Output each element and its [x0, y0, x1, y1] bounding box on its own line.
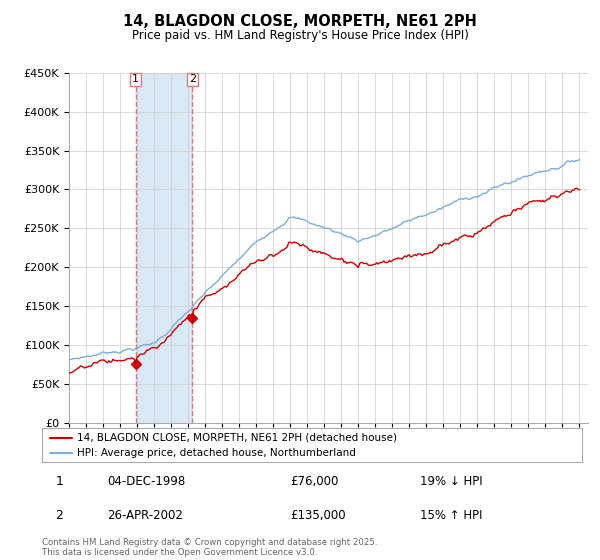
Text: Price paid vs. HM Land Registry's House Price Index (HPI): Price paid vs. HM Land Registry's House … [131, 29, 469, 42]
Text: 15% ↑ HPI: 15% ↑ HPI [420, 509, 482, 522]
Text: 14, BLAGDON CLOSE, MORPETH, NE61 2PH: 14, BLAGDON CLOSE, MORPETH, NE61 2PH [123, 14, 477, 29]
Text: 04-DEC-1998: 04-DEC-1998 [107, 475, 185, 488]
Text: £135,000: £135,000 [290, 509, 346, 522]
Text: 1: 1 [56, 475, 64, 488]
Text: 26-APR-2002: 26-APR-2002 [107, 509, 182, 522]
Text: £76,000: £76,000 [290, 475, 339, 488]
Text: 14, BLAGDON CLOSE, MORPETH, NE61 2PH (detached house): 14, BLAGDON CLOSE, MORPETH, NE61 2PH (de… [77, 433, 397, 443]
Text: 19% ↓ HPI: 19% ↓ HPI [420, 475, 482, 488]
Text: Contains HM Land Registry data © Crown copyright and database right 2025.
This d: Contains HM Land Registry data © Crown c… [42, 538, 377, 557]
Text: 2: 2 [189, 74, 196, 85]
Text: 1: 1 [132, 74, 139, 85]
Bar [136, 73, 193, 423]
Text: 2: 2 [56, 509, 64, 522]
Text: HPI: Average price, detached house, Northumberland: HPI: Average price, detached house, Nort… [77, 447, 356, 458]
